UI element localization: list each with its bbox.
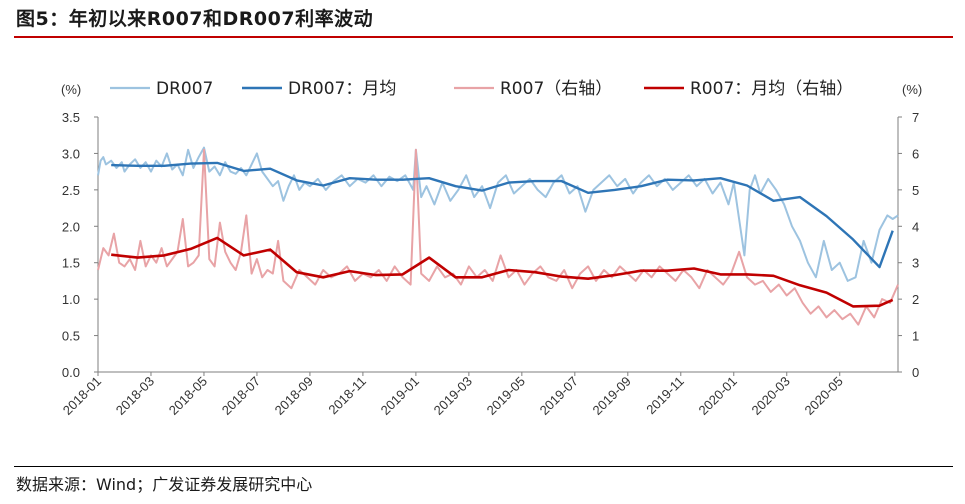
x-tick-label: 2019-03 [431, 374, 475, 418]
x-tick-label: 2019-07 [537, 374, 581, 418]
left-tick-labels: 3.5 3.0 2.5 2.0 1.5 1.0 0.5 0.0 [62, 110, 98, 380]
chart-title: 图5：年初以来R007和DR007利率波动 [16, 8, 374, 30]
right-tick-label: 3 [912, 256, 919, 271]
left-tick-label: 3.0 [62, 146, 80, 161]
right-tick-labels: 7 6 5 4 3 2 1 0 [898, 110, 919, 380]
right-tick-label: 1 [912, 329, 919, 344]
x-tick-label: 2018-01 [60, 374, 104, 418]
legend-label-r007-daily: R007（右轴） [500, 79, 612, 99]
x-tick-labels: 2018-01 2018-03 2018-05 2018-07 2018-09 2018-… [60, 372, 846, 418]
right-tick-label: 7 [912, 110, 919, 125]
x-tick-label: 2018-11 [325, 374, 369, 418]
left-tick-label: 2.5 [62, 183, 80, 198]
series-line-dr007-monthly [111, 161, 894, 269]
legend-label-r007-monthly: R007：月均（右轴） [690, 79, 853, 99]
x-tick-label: 2020-03 [749, 374, 793, 418]
x-tick-label: 2018-03 [113, 374, 157, 418]
x-tick-label: 2019-01 [378, 374, 422, 418]
x-tick-label: 2019-11 [643, 374, 687, 418]
left-axis-unit: (%) [61, 82, 81, 97]
right-tick-label: 2 [912, 292, 919, 307]
right-tick-label: 5 [912, 183, 919, 198]
left-tick-label: 1.0 [62, 292, 80, 307]
x-tick-label: 2019-09 [590, 374, 634, 418]
series-line-r007-monthly [111, 236, 894, 308]
series-layer [97, 146, 899, 326]
series-line-r007-daily [97, 148, 899, 326]
left-tick-label: 3.5 [62, 110, 80, 125]
chart-canvas: (%) (%) 3.5 3.0 2.5 2.0 1.5 1.0 0.5 0.0 7 6 5 4 3 2 1… [60, 79, 922, 418]
source-note: 数据来源：Wind；广发证券发展研究中心 [16, 475, 313, 494]
x-tick-label: 2020-01 [696, 374, 740, 418]
x-tick-label: 2019-05 [484, 374, 528, 418]
right-tick-label: 6 [912, 146, 919, 161]
source-divider [14, 466, 953, 467]
right-axis-unit: (%) [902, 82, 922, 97]
right-tick-label: 0 [912, 365, 919, 380]
x-tick-label: 2018-07 [219, 374, 263, 418]
left-tick-label: 1.5 [62, 256, 80, 271]
left-tick-label: 2.0 [62, 219, 80, 234]
title-underline [14, 36, 953, 38]
legend-label-dr007-monthly: DR007：月均 [288, 79, 396, 99]
right-tick-label: 4 [912, 219, 919, 234]
x-tick-label: 2018-05 [166, 374, 210, 418]
legend-label-dr007-daily: DR007 [156, 79, 213, 99]
left-tick-label: 0.5 [62, 329, 80, 344]
left-tick-label: 0.0 [62, 365, 80, 380]
x-tick-label: 2018-09 [272, 374, 316, 418]
x-tick-label: 2020-05 [801, 374, 845, 418]
legend: DR007 DR007：月均 R007（右轴） R007：月均（右轴） [110, 79, 853, 99]
